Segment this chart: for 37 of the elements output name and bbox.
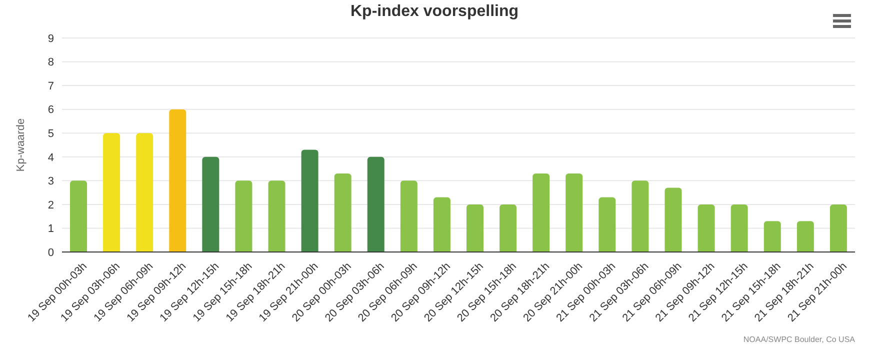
y-tick-label: 2 xyxy=(48,199,54,212)
bar xyxy=(70,180,87,252)
bar xyxy=(830,204,847,252)
bar xyxy=(730,204,748,252)
bar xyxy=(334,174,352,252)
y-tick-label: 8 xyxy=(48,56,54,69)
bar xyxy=(268,180,286,252)
bar xyxy=(367,156,384,252)
bar xyxy=(466,204,484,252)
y-tick-label: 3 xyxy=(48,176,54,188)
y-axis-title: Kp-waarde xyxy=(14,118,27,172)
y-tick-label: 5 xyxy=(48,128,54,140)
y-tick-label: 1 xyxy=(48,223,54,236)
bar xyxy=(103,133,120,252)
bar xyxy=(598,197,616,252)
bar xyxy=(202,156,220,252)
chart-title: Kp-index voorspelling xyxy=(349,3,520,21)
bar xyxy=(433,197,450,252)
bar xyxy=(500,204,517,252)
bar xyxy=(235,180,252,252)
y-tick-label: 9 xyxy=(48,32,54,45)
y-tick-label: 7 xyxy=(48,80,54,92)
bar xyxy=(764,221,781,252)
bar xyxy=(796,221,814,252)
bar xyxy=(664,188,682,252)
bar xyxy=(566,174,583,252)
bar xyxy=(301,150,318,252)
bar xyxy=(136,133,154,252)
y-tick-label: 0 xyxy=(48,246,54,259)
bar xyxy=(169,109,186,252)
y-tick-label: 4 xyxy=(48,152,54,164)
bar xyxy=(632,180,649,252)
text: NOAA/SWPC Boulder, Co USA xyxy=(743,335,855,344)
y-tick-label: 6 xyxy=(48,104,54,116)
bar xyxy=(532,174,550,252)
bar xyxy=(698,204,715,252)
bar xyxy=(400,180,418,252)
